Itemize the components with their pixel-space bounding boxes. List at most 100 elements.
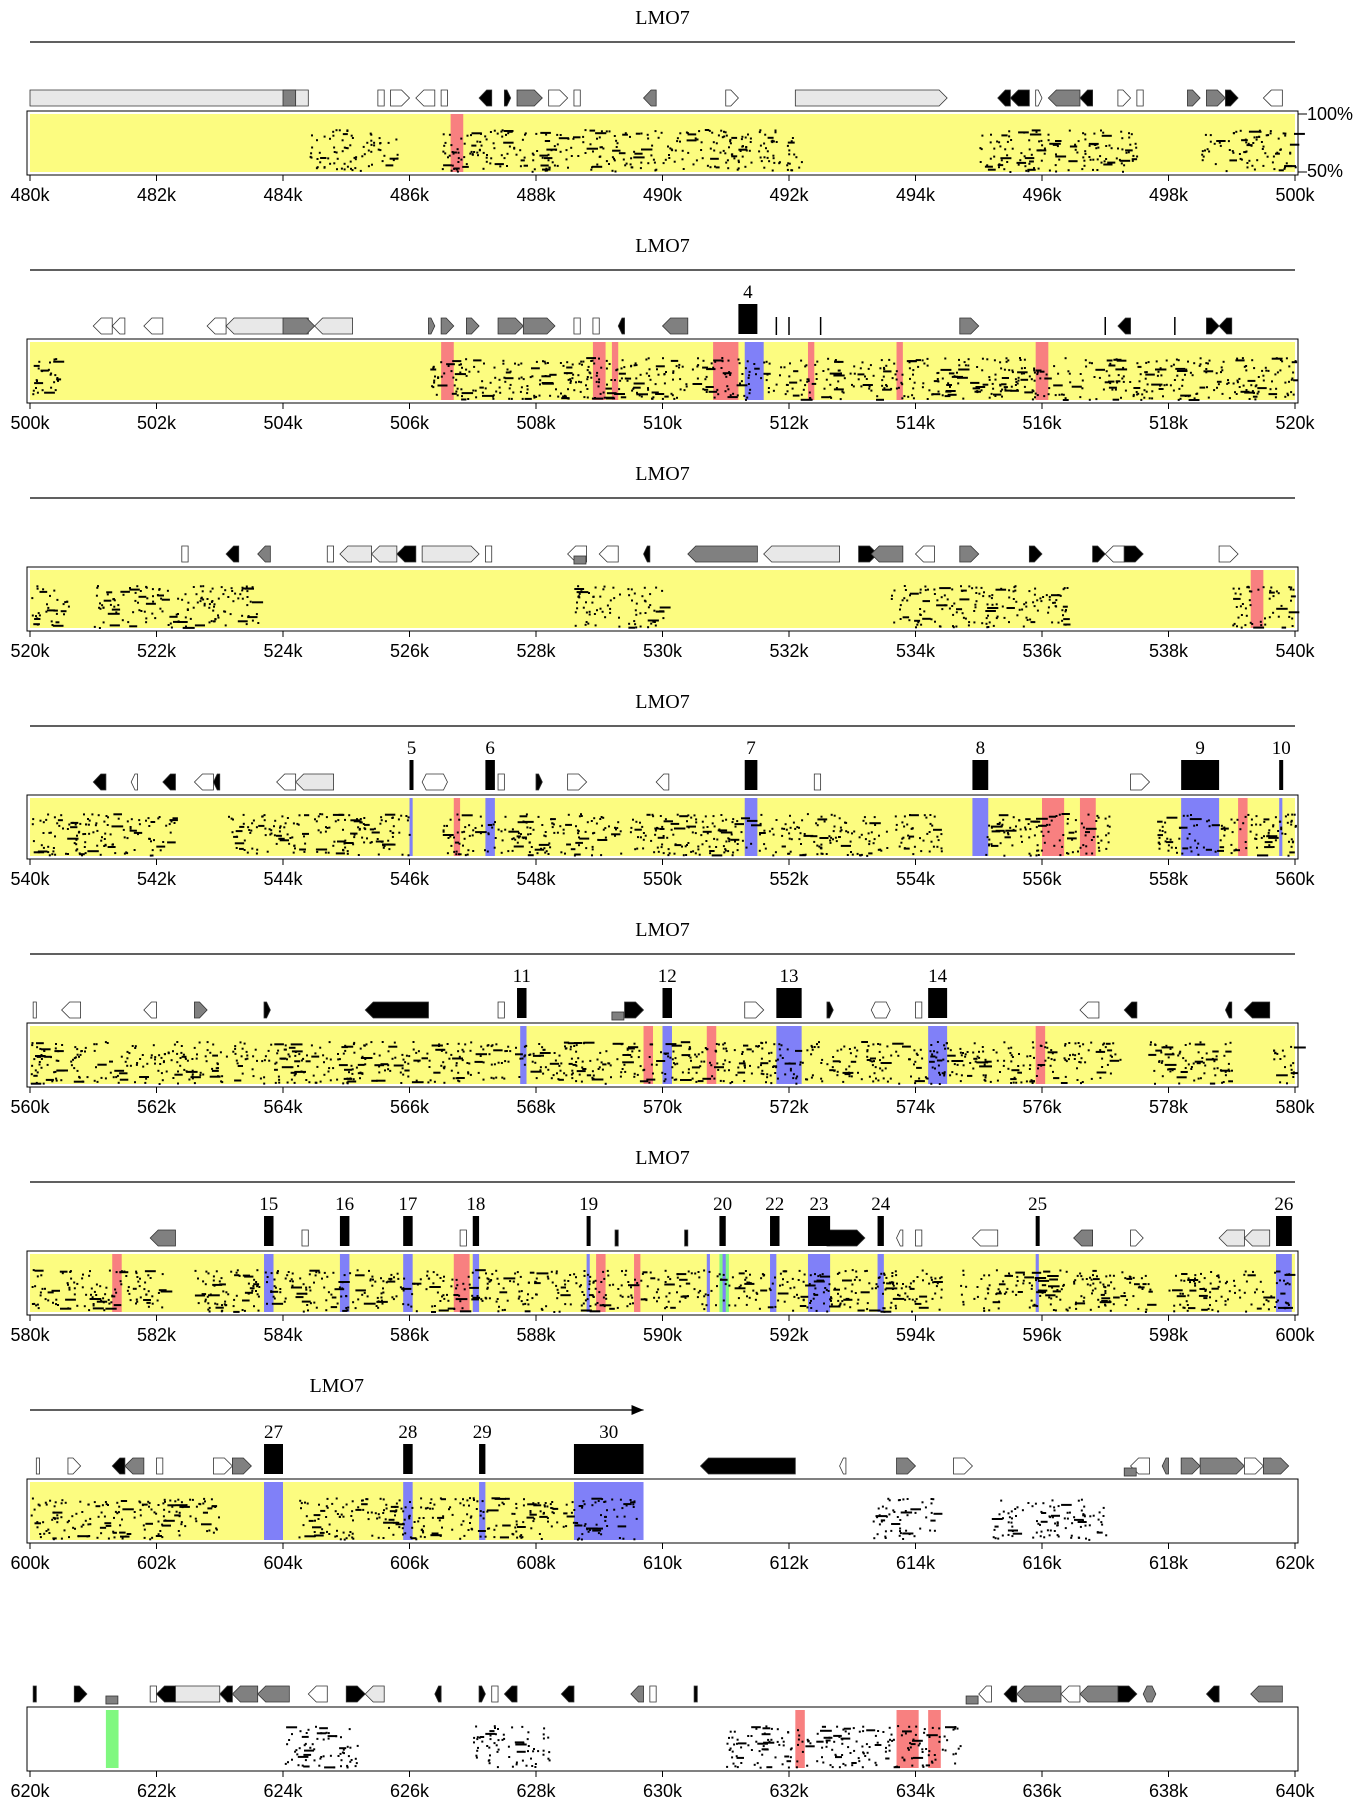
conservation-dot <box>129 587 131 589</box>
conservation-dot <box>129 829 137 832</box>
conservation-dot <box>786 1281 789 1283</box>
conservation-dot <box>577 1057 580 1060</box>
conservation-dot <box>89 1270 91 1273</box>
conservation-dot <box>486 154 488 156</box>
conservation-dot <box>840 829 843 832</box>
conservation-dot <box>547 159 550 162</box>
conservation-dot <box>877 1043 880 1045</box>
conservation-dot <box>945 1042 948 1045</box>
conservation-dot <box>1118 158 1121 161</box>
conservation-dot <box>1221 1081 1224 1084</box>
conservation-dot <box>508 830 520 833</box>
conservation-dot <box>443 1275 445 1278</box>
conservation-dot <box>921 359 924 362</box>
conservation-dot <box>1085 852 1088 855</box>
conservation-dot <box>880 359 883 362</box>
repeat-feature-arrow <box>459 1229 467 1247</box>
conservation-dot <box>717 393 720 396</box>
conservation-dot <box>290 1078 293 1081</box>
conservation-dot <box>1061 393 1063 396</box>
conservation-dot <box>1064 1075 1067 1078</box>
conservation-dot <box>717 1068 720 1071</box>
conservation-dot <box>748 1296 751 1299</box>
conservation-dot <box>1165 359 1168 362</box>
conservation-dot <box>859 367 862 370</box>
conservation-dot <box>1284 134 1287 137</box>
conservation-dot <box>139 590 142 592</box>
repeat-feature-arrow <box>661 317 689 335</box>
conservation-dot <box>930 1082 933 1085</box>
conservation-dot <box>647 387 649 390</box>
conservation-dot <box>442 1280 445 1282</box>
conservation-dot <box>991 594 994 597</box>
conservation-dot <box>1234 849 1240 852</box>
conservation-dot <box>1214 163 1217 166</box>
conservation-dot <box>1145 361 1148 364</box>
conservation-dot <box>616 368 619 371</box>
conservation-dot <box>342 849 345 852</box>
conservation-dot <box>519 815 528 818</box>
conservation-dot <box>981 369 984 372</box>
conservation-dot <box>81 1286 84 1289</box>
conservation-dot <box>391 1296 394 1299</box>
conservation-dot <box>647 388 650 391</box>
conservation-dot <box>121 619 124 622</box>
conservation-dot <box>487 832 490 835</box>
conservation-dot <box>639 1080 649 1083</box>
conservation-dot <box>97 585 99 588</box>
conservation-dot <box>1011 369 1014 372</box>
conservation-dot <box>274 1062 277 1065</box>
conservation-dot <box>232 600 235 603</box>
conservation-dot <box>984 1058 987 1061</box>
conservation-dot <box>686 132 689 135</box>
conservation-dot <box>203 602 206 605</box>
conservation-dot <box>487 1278 490 1281</box>
conservation-dot <box>540 131 551 134</box>
conservation-dot <box>1197 853 1200 856</box>
conservation-dot <box>481 391 484 394</box>
conservation-dot <box>883 1273 886 1276</box>
axis-tick-label: 480k <box>10 185 50 205</box>
conservation-dot <box>564 1047 567 1050</box>
repeat-feature-arrow <box>225 545 240 563</box>
conservation-dot <box>643 1298 646 1301</box>
conservation-dot <box>668 852 671 855</box>
conservation-dot <box>1177 359 1180 362</box>
conservation-dot <box>527 854 534 857</box>
conserved-element-bar <box>706 1026 717 1084</box>
conservation-dot <box>1217 849 1224 852</box>
conservation-dot <box>702 830 712 833</box>
conservation-dot <box>1062 393 1065 396</box>
conservation-dot <box>715 1304 717 1307</box>
conservation-dot <box>540 164 549 167</box>
conservation-dot <box>679 378 682 381</box>
conservation-dot <box>379 822 382 825</box>
conservation-dot <box>635 132 641 135</box>
conservation-dot <box>1079 1061 1082 1064</box>
conservation-dot <box>708 1270 711 1273</box>
conservation-dot <box>1233 597 1241 600</box>
conservation-dot <box>987 614 989 617</box>
conservation-dot <box>544 362 547 365</box>
conservation-dot <box>1220 371 1222 374</box>
conservation-dot <box>711 1075 714 1078</box>
conservation-dot <box>452 376 455 379</box>
conservation-dot <box>837 1292 839 1295</box>
conservation-dot <box>883 1307 886 1310</box>
conservation-dot <box>599 818 602 820</box>
conservation-dot <box>1019 357 1021 359</box>
conservation-dot <box>1153 1069 1156 1072</box>
conservation-dot <box>395 138 398 141</box>
exon-block <box>807 1216 831 1246</box>
conservation-dot <box>864 375 866 378</box>
conserved-element-bar <box>592 342 606 400</box>
conservation-dot <box>475 1053 487 1056</box>
conservation-dot <box>855 1055 858 1058</box>
conservation-dot <box>524 397 532 400</box>
conservation-dot <box>1093 132 1096 135</box>
conservation-dot <box>747 376 750 379</box>
conservation-dot <box>391 816 394 819</box>
conservation-dot <box>1001 395 1003 398</box>
conservation-dot <box>701 820 704 823</box>
conservation-dot <box>651 144 654 147</box>
